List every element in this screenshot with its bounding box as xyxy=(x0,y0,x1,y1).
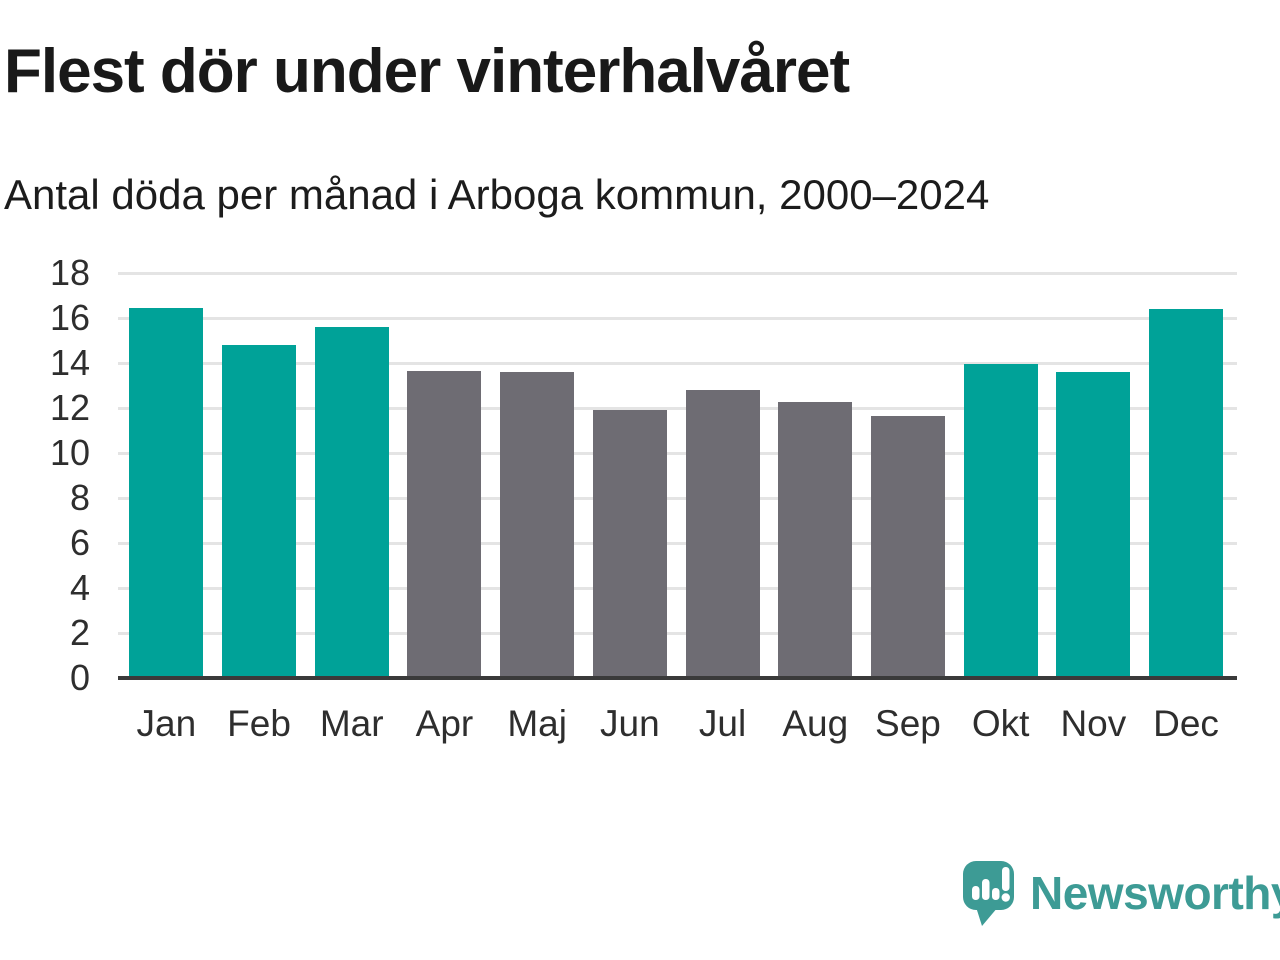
gridline-8 xyxy=(118,496,1237,500)
y-tick-label-6: 6 xyxy=(69,522,90,563)
bar-maj xyxy=(500,372,575,678)
x-axis-label-apr: Apr xyxy=(415,703,474,744)
x-axis-label-mar: Mar xyxy=(319,703,384,744)
gridline-16 xyxy=(118,316,1237,320)
bar-jul xyxy=(685,390,760,678)
bar-nov xyxy=(1056,372,1131,678)
bar-okt xyxy=(963,364,1038,678)
chart-title: Flest dör under vinterhalvåret xyxy=(4,37,850,106)
y-tick-label-18: 18 xyxy=(49,252,90,293)
gridline-14 xyxy=(118,361,1237,365)
x-axis-label-dec: Dec xyxy=(1153,703,1219,744)
y-tick-label-4: 4 xyxy=(69,567,90,608)
newsworthy-logo-icon xyxy=(963,861,1014,926)
x-axis-label-maj: Maj xyxy=(507,703,567,744)
gridline-10 xyxy=(118,451,1237,455)
bar-dec xyxy=(1149,309,1224,678)
x-axis-label-aug: Aug xyxy=(782,703,849,744)
y-tick-label-2: 2 xyxy=(69,612,90,653)
gridline-6 xyxy=(118,541,1237,545)
x-axis-label-sep: Sep xyxy=(875,703,941,744)
brand-footer: Newsworthy xyxy=(963,861,1280,927)
x-axis-label-jan: Jan xyxy=(136,703,197,744)
y-tick-label-10: 10 xyxy=(49,432,90,473)
bar-jan xyxy=(129,307,204,678)
bar-aug xyxy=(778,402,853,678)
chart-subtitle: Antal döda per månad i Arboga kommun, 20… xyxy=(4,171,990,218)
y-tick-label-8: 8 xyxy=(69,477,90,518)
x-axis-line xyxy=(118,676,1237,680)
x-axis-label-nov: Nov xyxy=(1060,703,1127,744)
bar-mar xyxy=(314,327,389,678)
y-tick-label-14: 14 xyxy=(49,342,90,383)
gridline-4 xyxy=(118,586,1237,590)
bar-apr xyxy=(407,370,482,678)
bar-jun xyxy=(592,410,667,678)
x-axis-label-feb: Feb xyxy=(227,703,291,744)
y-tick-label-0: 0 xyxy=(69,657,90,698)
y-tick-label-12: 12 xyxy=(49,387,90,428)
y-tick-label-16: 16 xyxy=(49,297,90,338)
x-axis-label-jul: Jul xyxy=(698,703,747,744)
bar-sep xyxy=(870,415,945,678)
gridline-18 xyxy=(118,271,1237,275)
gridline-12 xyxy=(118,406,1237,410)
gridline-2 xyxy=(118,631,1237,635)
brand-name: Newsworthy xyxy=(1030,867,1280,919)
bar-feb xyxy=(222,345,297,678)
x-axis-label-jun: Jun xyxy=(600,703,660,744)
x-axis-label-okt: Okt xyxy=(971,703,1030,744)
